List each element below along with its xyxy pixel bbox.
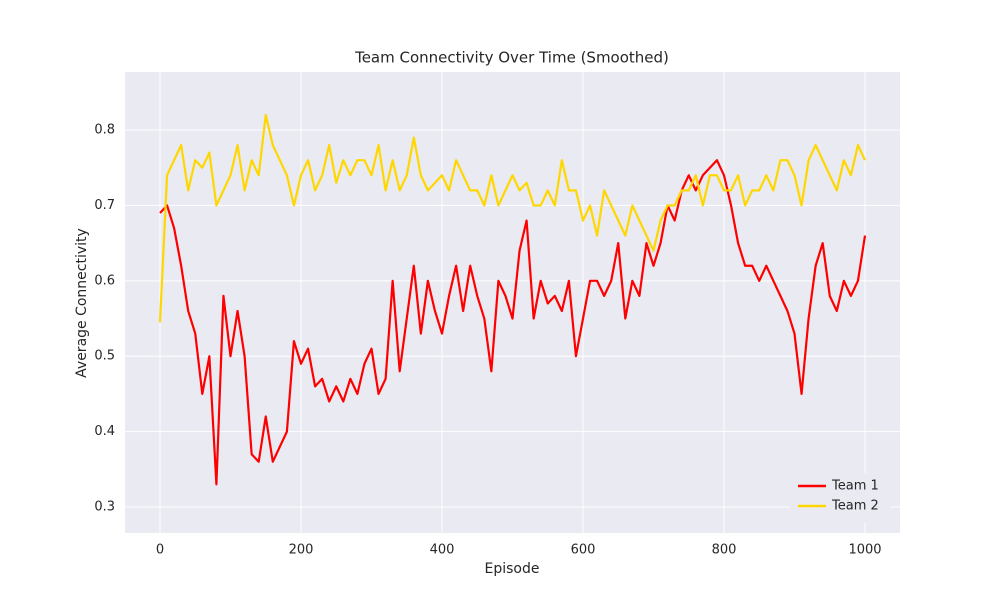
x-tick-label: 400 [430,543,455,558]
y-tick-label: 0.6 [94,273,115,288]
y-tick-label: 0.7 [94,198,115,213]
x-tick-label: 0 [156,543,164,558]
y-tick-label: 0.8 [94,123,115,138]
line-series [159,159,867,486]
x-tick-label: 800 [712,543,737,558]
y-axis-label: Average Connectivity [74,228,90,378]
y-tick-label: 0.3 [94,499,115,514]
x-axis-label: Episode [485,561,540,577]
chart-title: Team Connectivity Over Time (Smoothed) [354,49,669,67]
legend-label: Team 2 [831,499,879,514]
y-tick-label: 0.4 [94,424,115,439]
x-tick-label: 200 [289,543,314,558]
x-tick-label: 1000 [848,543,881,558]
legend-label: Team 1 [831,479,879,494]
y-tick-label: 0.5 [94,349,115,364]
x-tick-label: 600 [571,543,596,558]
line-series [158,113,866,323]
